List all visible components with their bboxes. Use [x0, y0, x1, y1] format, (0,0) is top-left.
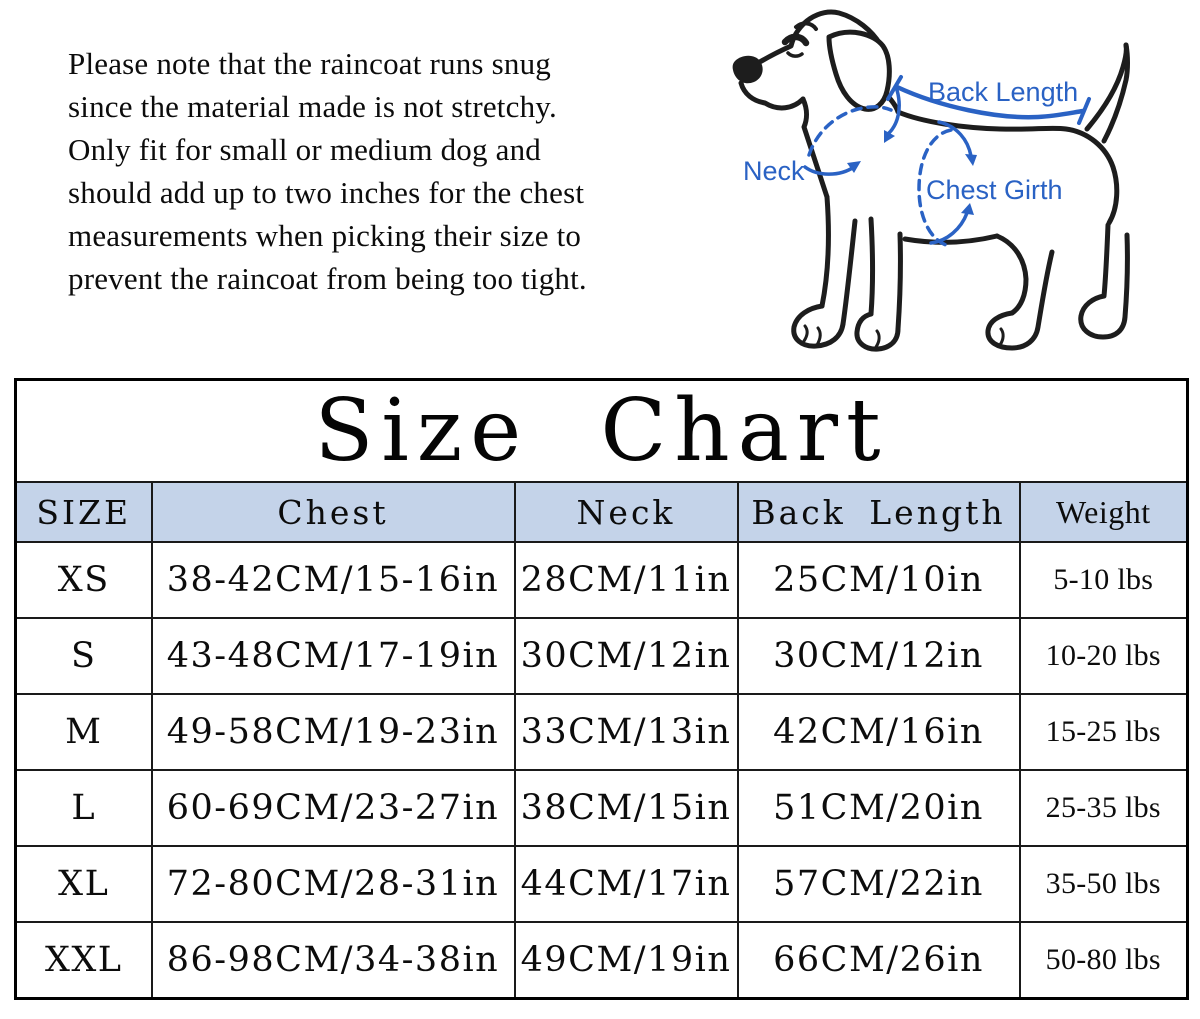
cell-neck: 38CM/15in	[513, 769, 739, 847]
cell-back-length: 57CM/22in	[736, 845, 1021, 923]
cell-neck: 28CM/11in	[513, 541, 739, 619]
dog-nose	[732, 55, 763, 84]
cell-chest: 86-98CM/34-38in	[150, 921, 516, 999]
dog-measurement-diagram: Back Length Neck Chest Girth	[700, 0, 1200, 370]
cell-neck: 30CM/12in	[513, 617, 739, 695]
column-header-chest: Chest	[150, 481, 516, 543]
neck-label: Neck	[743, 156, 805, 186]
note-line: since the material made is not stretchy.	[68, 89, 557, 124]
back-length-line	[886, 75, 1091, 135]
cell-back-length: 30CM/12in	[736, 617, 1021, 695]
arrowheads	[847, 130, 977, 215]
chest-top-arrowhead	[965, 154, 977, 166]
cell-weight: 15-25 lbs	[1018, 693, 1189, 771]
table-row-m: M 49-58CM/19-23in 33CM/13in 42CM/16in 15…	[14, 693, 1189, 771]
cell-size: L	[14, 769, 153, 847]
back-length-arrowhead	[884, 130, 895, 143]
note-line: should add up to two inches for the ches…	[68, 175, 585, 210]
cell-back-length: 42CM/16in	[736, 693, 1021, 771]
cell-chest: 60-69CM/23-27in	[150, 769, 516, 847]
cell-size: M	[14, 693, 153, 771]
dog-outline	[738, 9, 1130, 352]
cell-back-length: 66CM/26in	[736, 921, 1021, 999]
dog-ear	[826, 29, 892, 112]
chest-girth-ellipse	[917, 120, 973, 247]
cell-weight: 5-10 lbs	[1018, 541, 1189, 619]
column-header-weight: Weight	[1018, 481, 1189, 543]
cell-neck: 33CM/13in	[513, 693, 739, 771]
size-chart-table: Size Chart SIZE Chest Neck Back Length W…	[14, 378, 1190, 1000]
cell-weight: 10-20 lbs	[1018, 617, 1189, 695]
table-row-xxl: XXL 86-98CM/34-38in 49CM/19in 66CM/26in …	[14, 921, 1189, 999]
chest-girth-label: Chest Girth	[926, 175, 1063, 205]
cell-size: XXL	[14, 921, 153, 999]
table-row-s: S 43-48CM/17-19in 30CM/12in 30CM/12in 10…	[14, 617, 1189, 695]
cell-back-length: 51CM/20in	[736, 769, 1021, 847]
back-length-label: Back Length	[928, 77, 1078, 107]
size-chart-title-row: Size Chart	[14, 378, 1189, 483]
cell-neck: 49CM/19in	[513, 921, 739, 999]
cell-size: XL	[14, 845, 153, 923]
size-chart-header-row: SIZE Chest Neck Back Length Weight	[14, 481, 1189, 543]
measurement-annotations	[803, 75, 1091, 247]
column-header-neck: Neck	[513, 481, 739, 543]
cell-weight: 50-80 lbs	[1018, 921, 1189, 999]
cell-weight: 25-35 lbs	[1018, 769, 1189, 847]
note-line: prevent the raincoat from being too tigh…	[68, 261, 587, 296]
neck-ellipse	[803, 105, 893, 176]
column-header-size: SIZE	[14, 481, 153, 543]
cell-chest: 43-48CM/17-19in	[150, 617, 516, 695]
note-line: Only fit for small or medium dog and	[68, 132, 541, 167]
size-chart-title: Size Chart	[14, 378, 1189, 483]
note-line: Please note that the raincoat runs snug	[68, 46, 552, 81]
chest-bottom-arrowhead	[961, 203, 974, 215]
table-row-xl: XL 72-80CM/28-31in 44CM/17in 57CM/22in 3…	[14, 845, 1189, 923]
cell-chest: 72-80CM/28-31in	[150, 845, 516, 923]
cell-size: S	[14, 617, 153, 695]
cell-weight: 35-50 lbs	[1018, 845, 1189, 923]
neck-arrowhead	[847, 161, 861, 173]
column-header-back-length: Back Length	[736, 481, 1021, 543]
note-text: Please note that the raincoat runs snug …	[68, 42, 708, 300]
cell-neck: 44CM/17in	[513, 845, 739, 923]
table-row-xs: XS 38-42CM/15-16in 28CM/11in 25CM/10in 5…	[14, 541, 1189, 619]
cell-chest: 49-58CM/19-23in	[150, 693, 516, 771]
note-line: measurements when picking their size to	[68, 218, 582, 253]
table-row-l: L 60-69CM/23-27in 38CM/15in 51CM/20in 25…	[14, 769, 1189, 847]
dog-illustration: Back Length Neck Chest Girth	[732, 9, 1130, 352]
cell-chest: 38-42CM/15-16in	[150, 541, 516, 619]
cell-size: XS	[14, 541, 153, 619]
cell-back-length: 25CM/10in	[736, 541, 1021, 619]
